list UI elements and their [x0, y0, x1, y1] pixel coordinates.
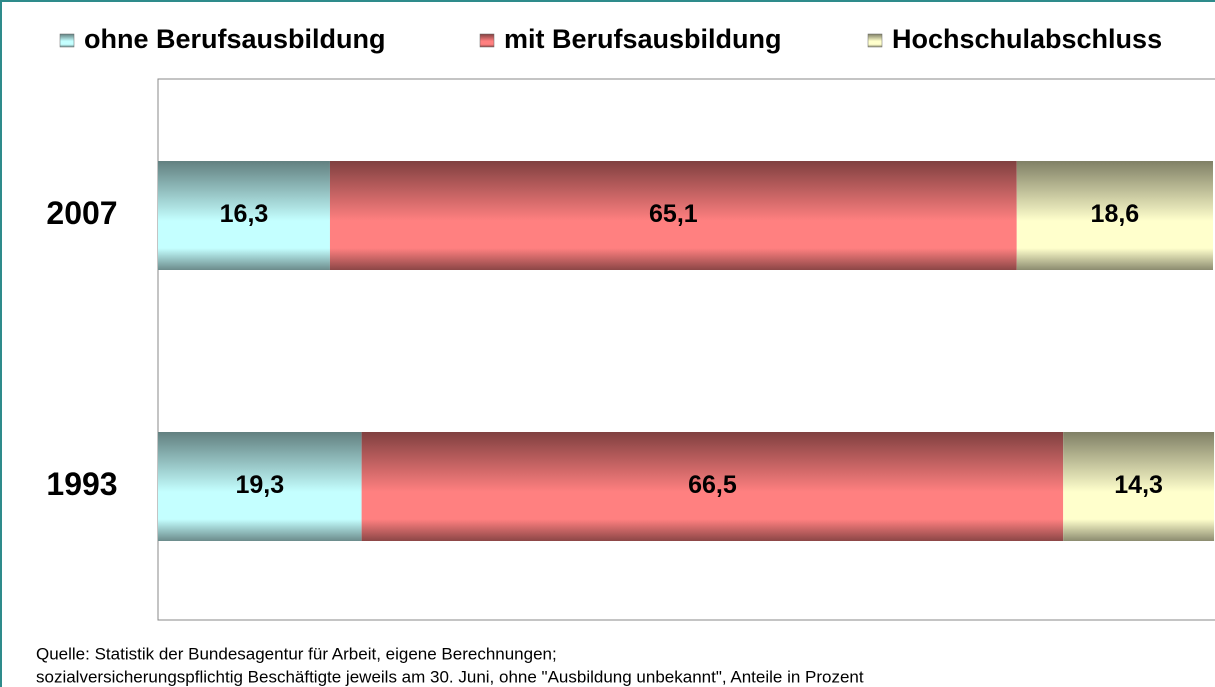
data-label: 14,3	[1114, 471, 1163, 499]
bar-segment	[158, 432, 362, 541]
legend-swatch	[59, 33, 75, 48]
bar-segment	[361, 432, 1064, 541]
legend-label: mit Berufsausbildung	[504, 24, 782, 54]
data-label: 65,1	[649, 200, 698, 228]
source-note: sozialversicherungspflichtig Beschäftigt…	[36, 667, 864, 686]
bar-segment	[1016, 161, 1213, 270]
data-label: 66,5	[688, 471, 737, 499]
data-label: 16,3	[220, 200, 269, 228]
legend-swatch	[479, 33, 495, 48]
data-label: 19,3	[235, 471, 284, 499]
source-note: Quelle: Statistik der Bundesagentur für …	[36, 644, 557, 663]
legend-label: Hochschulabschluss	[892, 24, 1162, 54]
bar-segment	[329, 161, 1017, 270]
legend-swatch	[867, 33, 883, 48]
data-label: 18,6	[1091, 200, 1140, 228]
y-tick-label: 1993	[46, 466, 117, 502]
legend-label: ohne Berufsausbildung	[84, 24, 386, 54]
bar-segment	[1063, 432, 1215, 541]
bar-segment	[158, 161, 330, 270]
y-tick-label: 2007	[46, 195, 117, 231]
